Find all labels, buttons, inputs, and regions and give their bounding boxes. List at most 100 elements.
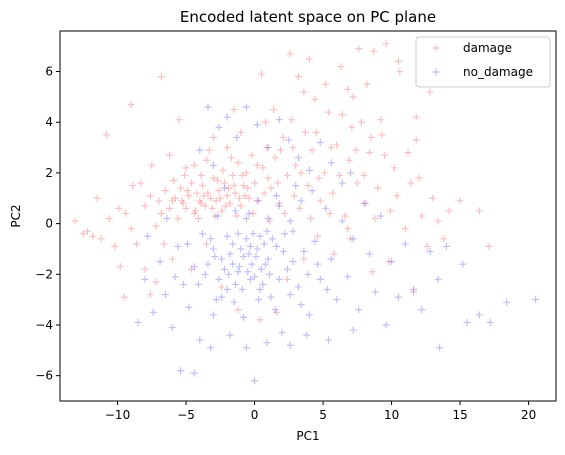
data-point — [212, 197, 220, 205]
data-point — [374, 184, 382, 192]
data-point — [300, 247, 308, 255]
legend-box — [415, 36, 551, 88]
data-point — [152, 278, 160, 286]
x-tick-label: −10 — [105, 408, 130, 422]
data-point — [253, 245, 261, 253]
y-tick-label: 0 — [45, 217, 53, 231]
data-point — [415, 174, 423, 182]
data-point — [275, 275, 283, 283]
data-point — [296, 204, 304, 212]
data-point — [146, 291, 154, 299]
data-point — [177, 367, 185, 375]
data-point — [289, 227, 297, 235]
data-point — [231, 207, 239, 215]
data-point — [155, 197, 163, 205]
data-point — [277, 146, 285, 154]
data-point — [289, 144, 297, 152]
series-damage — [71, 40, 493, 324]
data-point — [304, 182, 312, 190]
data-point — [218, 255, 226, 263]
data-point — [116, 263, 124, 271]
data-point — [235, 263, 243, 271]
data-point — [344, 85, 352, 93]
y-tick-label: 2 — [45, 166, 53, 180]
data-point — [531, 296, 539, 304]
data-point — [204, 260, 212, 268]
data-point — [225, 270, 233, 278]
data-point — [244, 268, 252, 276]
data-point — [223, 192, 231, 200]
data-point — [349, 235, 357, 243]
data-point — [255, 197, 263, 205]
legend-marker-damage — [432, 44, 440, 52]
data-point — [190, 161, 198, 169]
data-point — [218, 293, 226, 301]
data-point — [268, 235, 276, 243]
data-point — [231, 280, 239, 288]
data-point — [345, 156, 353, 164]
data-point — [316, 275, 324, 283]
data-point — [209, 311, 217, 319]
data-point — [251, 179, 259, 187]
data-point — [257, 265, 265, 273]
data-point — [394, 57, 402, 65]
data-point — [215, 187, 223, 195]
data-point — [283, 171, 291, 179]
data-point — [240, 182, 248, 190]
data-point — [209, 245, 217, 253]
data-point — [149, 308, 157, 316]
data-point — [264, 215, 272, 223]
data-point — [259, 164, 267, 172]
data-point — [377, 212, 385, 220]
data-point — [198, 230, 206, 238]
data-point — [183, 240, 191, 248]
data-point — [288, 116, 296, 124]
data-point — [459, 260, 467, 268]
data-point — [220, 179, 228, 187]
data-point — [171, 194, 179, 202]
data-point — [304, 270, 312, 278]
data-point — [234, 159, 242, 167]
data-point — [127, 225, 135, 233]
data-point — [209, 133, 217, 141]
chart-title: Encoded latent space on PC plane — [180, 8, 436, 26]
data-point — [316, 139, 324, 147]
data-point — [234, 268, 242, 276]
data-point — [360, 171, 368, 179]
data-point — [281, 209, 289, 217]
data-point — [234, 306, 242, 314]
data-point — [475, 311, 483, 319]
data-point — [485, 242, 493, 250]
data-point — [333, 141, 341, 149]
data-point — [367, 133, 375, 141]
data-point — [188, 179, 196, 187]
data-point — [281, 230, 289, 238]
data-point — [344, 273, 352, 281]
data-point — [272, 242, 280, 250]
data-point — [305, 55, 313, 63]
legend-marker-no-damage — [432, 68, 440, 76]
data-point — [133, 240, 141, 248]
data-point — [251, 377, 259, 385]
data-point — [404, 149, 412, 157]
data-point — [338, 179, 346, 187]
data-point — [314, 260, 322, 268]
data-point — [226, 331, 234, 339]
data-point — [245, 209, 253, 217]
data-point — [286, 50, 294, 58]
data-point — [370, 47, 378, 55]
data-point — [226, 199, 234, 207]
data-point — [225, 184, 233, 192]
data-point — [378, 131, 386, 139]
data-point — [162, 187, 170, 195]
data-point — [144, 232, 152, 240]
data-point — [129, 182, 137, 190]
data-point — [93, 194, 101, 202]
data-point — [233, 133, 241, 141]
data-point — [166, 204, 174, 212]
data-point — [294, 73, 302, 81]
data-point — [170, 177, 178, 185]
data-point — [183, 187, 191, 195]
data-point — [279, 247, 287, 255]
data-point — [393, 192, 401, 200]
